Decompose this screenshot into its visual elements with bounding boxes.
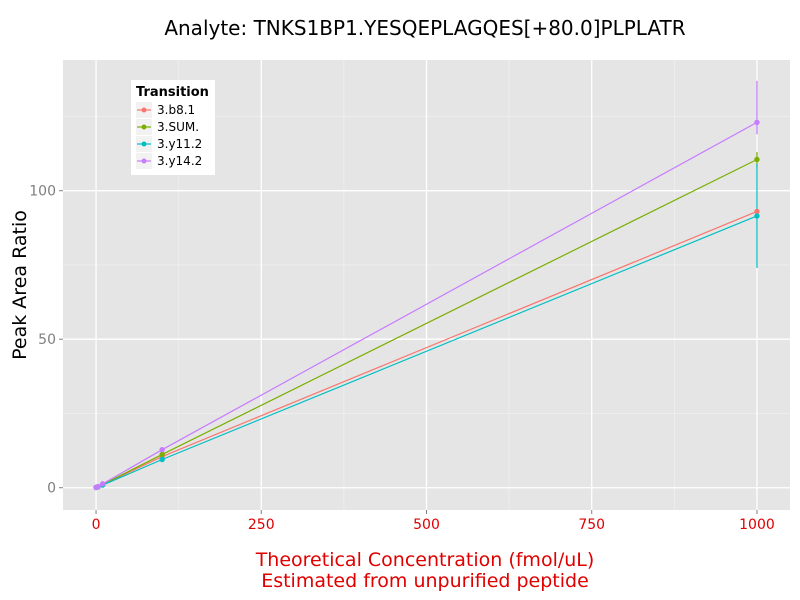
legend-key-point (141, 141, 147, 147)
legend-key-point (141, 124, 147, 130)
legend-label: 3.y14.2 (157, 154, 202, 168)
chart-title: Analyte: TNKS1BP1.YESQEPLAGQES[+80.0]PLP… (164, 16, 685, 40)
data-point-3.y14.2 (159, 447, 165, 453)
legend-items: 3.b8.1 3.SUM. 3.y11.2 3.y14.2 (136, 102, 202, 169)
data-point-3.y14.2 (754, 119, 760, 126)
legend-title: Transition (136, 85, 209, 100)
y-axis-ticks: 0 50 100 (29, 184, 63, 497)
data-point-3.SUM. (754, 156, 760, 163)
x-tick-label: 1000 (739, 517, 775, 533)
data-point-3.y14.2 (95, 483, 101, 490)
x-tick-label: 0 (92, 517, 101, 533)
legend-label: 3.SUM. (157, 120, 199, 134)
y-tick-label: 100 (29, 184, 56, 200)
data-point-3.y14.2 (99, 481, 106, 487)
series-points (93, 119, 760, 491)
legend-label: 3.b8.1 (157, 103, 195, 117)
legend: Transition 3.b8.1 3.SUM. 3.y11.2 3.y14.2 (131, 80, 215, 175)
data-point-3.y11.2 (159, 456, 165, 463)
x-axis-label-line1: Theoretical Concentration (fmol/uL) (255, 549, 595, 571)
y-axis-label: Peak Area Ratio (9, 210, 31, 360)
x-tick-label: 500 (413, 517, 440, 533)
legend-key-point (141, 107, 147, 113)
x-tick-label: 250 (248, 517, 275, 533)
x-tick-label: 750 (578, 517, 605, 533)
y-tick-label: 0 (47, 481, 56, 497)
y-tick-label: 50 (38, 332, 56, 348)
data-point-3.y11.2 (754, 213, 760, 219)
legend-key-point (141, 158, 147, 164)
x-axis-label-line2: Estimated from unpurified peptide (261, 570, 589, 592)
grid-major (63, 60, 790, 510)
legend-label: 3.y11.2 (157, 137, 202, 151)
data-point-3.b8.1 (754, 208, 760, 215)
x-axis-ticks: 0 250 500 750 1000 (92, 510, 775, 533)
data-point-3.SUM. (159, 451, 165, 458)
